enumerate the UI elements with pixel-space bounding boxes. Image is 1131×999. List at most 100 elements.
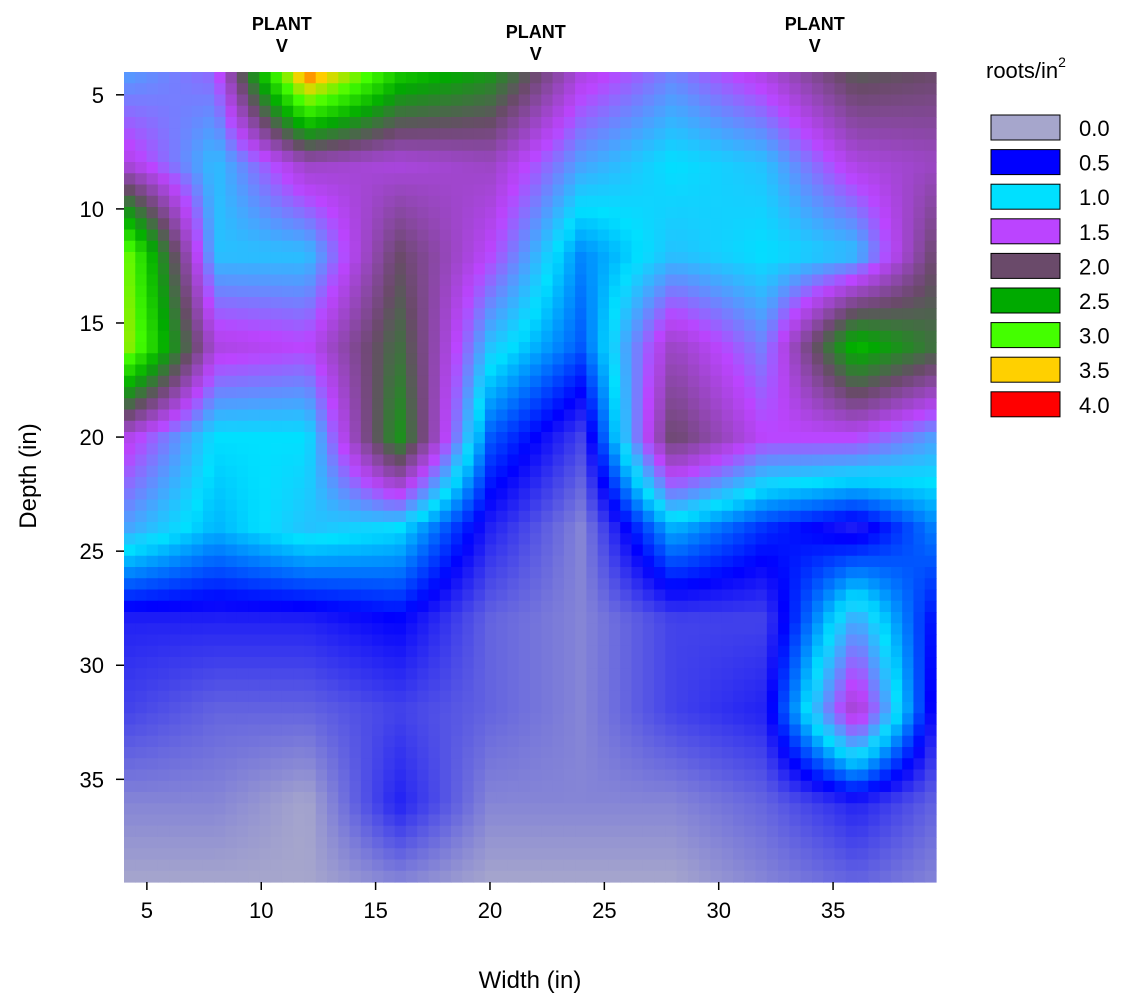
contour-cell (439, 589, 452, 602)
contour-cell (462, 207, 475, 219)
contour-cell (789, 83, 802, 96)
contour-cell (135, 510, 148, 523)
contour-cell (383, 769, 396, 782)
contour-cell (259, 285, 272, 298)
contour-cell (710, 533, 723, 546)
contour-cell (394, 792, 407, 804)
contour-cell (338, 117, 351, 129)
contour-cell (507, 454, 520, 467)
contour-cell (484, 432, 497, 444)
contour-cell (281, 443, 294, 456)
contour-cell (620, 612, 633, 624)
contour-cell (811, 150, 824, 163)
contour-cell (248, 240, 260, 253)
contour-cell (293, 285, 306, 298)
contour-cell (902, 837, 915, 849)
contour-cell (462, 117, 475, 129)
contour-cell (834, 578, 847, 591)
contour-cell (281, 252, 294, 264)
contour-cell (597, 263, 610, 276)
contour-cell (202, 420, 215, 433)
contour-cell (755, 454, 768, 467)
contour-cell (541, 263, 554, 276)
contour-cell (338, 544, 351, 557)
contour-field (124, 72, 937, 883)
contour-cell (676, 443, 689, 456)
contour-cell (405, 252, 418, 264)
contour-cell (575, 803, 587, 816)
contour-cell (484, 195, 497, 208)
contour-cell (699, 657, 712, 669)
contour-cell (349, 94, 362, 107)
contour-cell (248, 589, 260, 602)
contour-cell (507, 285, 520, 298)
contour-cell (800, 488, 813, 501)
contour-cell (484, 83, 497, 96)
contour-cell (834, 72, 847, 84)
contour-cell (417, 150, 430, 163)
contour-cell (473, 533, 486, 546)
contour-cell (913, 162, 926, 174)
contour-cell (620, 297, 633, 309)
contour-cell (699, 263, 712, 276)
contour-cell (518, 252, 531, 264)
contour-cell (586, 94, 599, 107)
contour-cell (541, 477, 554, 489)
contour-cell (710, 319, 723, 332)
contour-cell (417, 522, 430, 534)
contour-cell (597, 589, 610, 602)
contour-cell (676, 263, 689, 276)
contour-cell (563, 353, 576, 366)
contour-cell (507, 94, 520, 107)
contour-cell (834, 803, 847, 816)
contour-cell (191, 803, 204, 816)
contour-cell (868, 218, 881, 231)
contour-cell (462, 567, 475, 579)
contour-cell (338, 128, 351, 141)
contour-cell (169, 657, 181, 669)
contour-cell (642, 454, 655, 467)
contour-cell (687, 589, 700, 602)
contour-cell (248, 747, 260, 759)
contour-cell (135, 162, 148, 174)
contour-cell (202, 263, 215, 276)
contour-cell (857, 645, 869, 658)
contour-cell (507, 623, 520, 636)
contour-cell (281, 184, 294, 197)
contour-cell (642, 690, 655, 703)
contour-cell (823, 252, 836, 264)
contour-cell (733, 274, 745, 287)
contour-cell (800, 792, 813, 804)
contour-cell (845, 612, 858, 624)
contour-cell (259, 229, 272, 242)
contour-cell (552, 488, 565, 501)
contour-cell (699, 825, 712, 838)
contour-cell (902, 207, 915, 219)
contour-cell (473, 769, 486, 782)
contour-cell (620, 263, 633, 276)
contour-cell (214, 184, 227, 197)
contour-cell (586, 578, 599, 591)
contour-cell (890, 488, 903, 501)
contour-cell (721, 229, 734, 242)
contour-cell (890, 375, 903, 388)
contour-cell (439, 825, 452, 838)
contour-cell (484, 465, 497, 478)
contour-cell (552, 634, 565, 647)
contour-cell (811, 758, 824, 771)
contour-cell (631, 825, 644, 838)
contour-cell (541, 488, 554, 501)
contour-cell (902, 803, 915, 816)
contour-cell (180, 747, 193, 759)
contour-cell (496, 229, 509, 242)
contour-cell (270, 465, 283, 478)
contour-cell (620, 105, 633, 118)
contour-cell (676, 477, 689, 489)
contour-cell (507, 465, 520, 478)
contour-cell (293, 173, 306, 186)
contour-cell (496, 420, 509, 433)
contour-cell (428, 319, 441, 332)
contour-cell (857, 420, 869, 433)
contour-cell (733, 488, 745, 501)
contour-cell (248, 837, 260, 849)
